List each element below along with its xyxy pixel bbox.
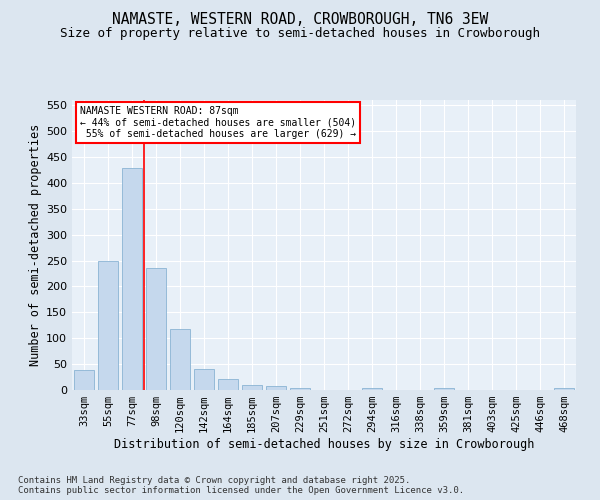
Bar [98, 260, 118, 390]
Bar [242, 385, 262, 390]
Bar [122, 168, 142, 390]
Text: NAMASTE, WESTERN ROAD, CROWBOROUGH, TN6 3EW: NAMASTE, WESTERN ROAD, CROWBOROUGH, TN6 … [112, 12, 488, 28]
Text: Contains HM Land Registry data © Crown copyright and database right 2025.
Contai: Contains HM Land Registry data © Crown c… [18, 476, 464, 495]
Y-axis label: Number of semi-detached properties: Number of semi-detached properties [29, 124, 42, 366]
Text: Size of property relative to semi-detached houses in Crowborough: Size of property relative to semi-detach… [60, 28, 540, 40]
Bar [434, 388, 454, 390]
Bar [170, 330, 190, 390]
Bar [362, 388, 382, 390]
X-axis label: Distribution of semi-detached houses by size in Crowborough: Distribution of semi-detached houses by … [114, 438, 534, 451]
Bar [554, 388, 574, 390]
Bar [266, 386, 286, 390]
Bar [74, 370, 94, 390]
Bar [194, 370, 214, 390]
Bar [290, 388, 310, 390]
Text: NAMASTE WESTERN ROAD: 87sqm
← 44% of semi-detached houses are smaller (504)
 55%: NAMASTE WESTERN ROAD: 87sqm ← 44% of sem… [80, 106, 356, 139]
Bar [218, 378, 238, 390]
Bar [146, 268, 166, 390]
